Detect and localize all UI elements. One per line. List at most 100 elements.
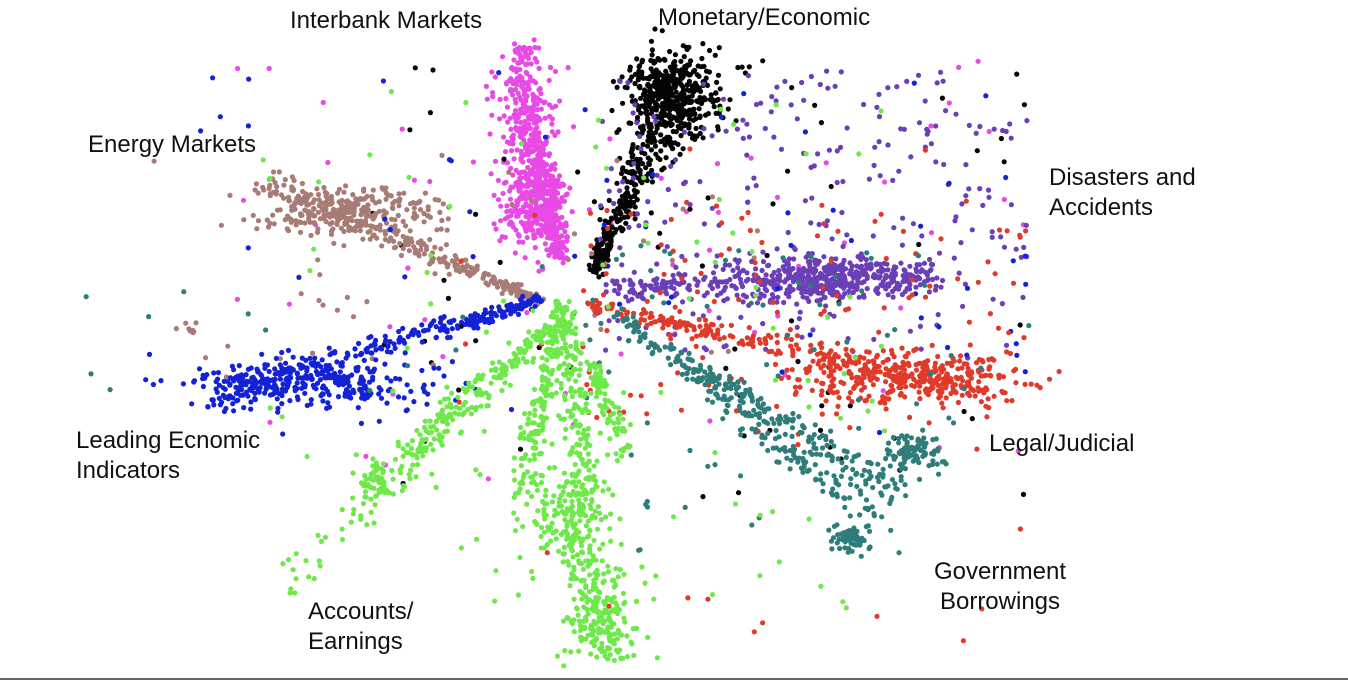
point-leading bbox=[332, 378, 339, 385]
point-disasters bbox=[816, 221, 822, 228]
point-leading bbox=[449, 326, 455, 332]
point-energy bbox=[388, 216, 395, 222]
point-monetary bbox=[939, 95, 946, 101]
point-government bbox=[914, 455, 921, 462]
point-leading bbox=[231, 408, 237, 414]
point-government bbox=[704, 303, 710, 309]
point-leading bbox=[370, 368, 376, 375]
point-legal bbox=[819, 411, 825, 417]
point-disasters bbox=[934, 80, 940, 86]
point-interbank bbox=[618, 351, 624, 357]
point-interbank bbox=[518, 119, 524, 126]
point-monetary bbox=[653, 107, 660, 113]
point-disasters bbox=[908, 154, 914, 160]
point-interbank bbox=[537, 209, 543, 215]
point-monetary bbox=[714, 79, 720, 85]
point-monetary bbox=[596, 274, 602, 280]
point-legal bbox=[988, 373, 994, 379]
point-disasters bbox=[709, 133, 715, 139]
point-disasters bbox=[794, 116, 800, 122]
point-interbank bbox=[521, 131, 528, 137]
point-energy bbox=[317, 272, 323, 278]
point-government bbox=[908, 435, 915, 441]
point-monetary bbox=[680, 97, 686, 103]
point-interbank bbox=[529, 161, 536, 167]
point-interbank bbox=[528, 149, 534, 155]
point-government bbox=[687, 447, 693, 454]
point-government bbox=[635, 324, 642, 330]
point-legal bbox=[744, 335, 751, 341]
point-legal bbox=[941, 366, 947, 372]
point-energy bbox=[494, 284, 501, 290]
point-legal bbox=[829, 378, 835, 384]
point-disasters bbox=[991, 126, 997, 132]
point-monetary bbox=[700, 41, 706, 47]
point-interbank bbox=[529, 111, 535, 118]
point-interbank bbox=[511, 41, 518, 47]
point-leading bbox=[650, 171, 656, 177]
point-monetary bbox=[407, 127, 413, 133]
point-government bbox=[674, 355, 680, 362]
point-government bbox=[803, 459, 809, 465]
point-leading bbox=[352, 346, 358, 352]
point-disasters bbox=[759, 267, 765, 274]
point-leading bbox=[215, 370, 221, 376]
point-leading bbox=[296, 362, 302, 368]
point-interbank bbox=[538, 152, 545, 158]
point-leading bbox=[339, 360, 345, 366]
point-legal bbox=[891, 373, 897, 379]
point-disasters bbox=[745, 199, 751, 205]
point-legal bbox=[976, 356, 982, 363]
point-monetary bbox=[624, 203, 630, 209]
point-disasters bbox=[953, 111, 959, 117]
point-legal bbox=[718, 252, 724, 258]
point-monetary bbox=[636, 167, 643, 174]
point-legal bbox=[944, 360, 950, 366]
point-interbank bbox=[487, 131, 493, 137]
point-leading bbox=[400, 325, 406, 331]
point-government bbox=[756, 414, 763, 421]
point-leading bbox=[380, 78, 386, 84]
point-legal bbox=[940, 405, 946, 411]
point-energy bbox=[367, 223, 374, 229]
point-legal bbox=[944, 372, 951, 378]
point-disasters bbox=[953, 214, 959, 220]
point-government bbox=[790, 410, 796, 417]
point-monetary bbox=[645, 81, 651, 88]
point-energy bbox=[322, 189, 328, 195]
point-disasters bbox=[764, 288, 770, 294]
point-monetary bbox=[634, 189, 640, 195]
point-monetary bbox=[689, 135, 696, 141]
point-government bbox=[883, 456, 889, 462]
point-legal bbox=[874, 354, 880, 360]
point-energy bbox=[480, 275, 486, 281]
point-interbank bbox=[986, 128, 992, 135]
point-government bbox=[765, 447, 771, 454]
point-leading bbox=[345, 379, 351, 385]
point-disasters bbox=[765, 263, 771, 269]
point-interbank bbox=[553, 212, 559, 218]
point-disasters bbox=[668, 163, 674, 169]
point-leading bbox=[273, 355, 279, 361]
point-legal bbox=[818, 350, 824, 356]
point-legal bbox=[774, 309, 781, 315]
point-interbank bbox=[535, 259, 541, 265]
point-disasters bbox=[799, 334, 805, 340]
point-interbank bbox=[540, 225, 546, 231]
point-leading bbox=[267, 392, 273, 398]
point-leading bbox=[848, 237, 855, 244]
point-interbank bbox=[556, 173, 563, 179]
point-energy bbox=[311, 220, 318, 226]
point-interbank bbox=[492, 74, 498, 80]
point-monetary bbox=[708, 92, 714, 98]
point-disasters bbox=[634, 211, 641, 217]
point-government bbox=[626, 322, 633, 328]
point-energy bbox=[499, 281, 505, 287]
point-energy bbox=[293, 222, 299, 228]
point-monetary bbox=[663, 105, 669, 111]
point-energy bbox=[344, 221, 350, 227]
point-monetary bbox=[640, 123, 646, 129]
point-disasters bbox=[932, 287, 939, 293]
point-disasters bbox=[737, 269, 743, 275]
point-disasters bbox=[938, 284, 944, 290]
